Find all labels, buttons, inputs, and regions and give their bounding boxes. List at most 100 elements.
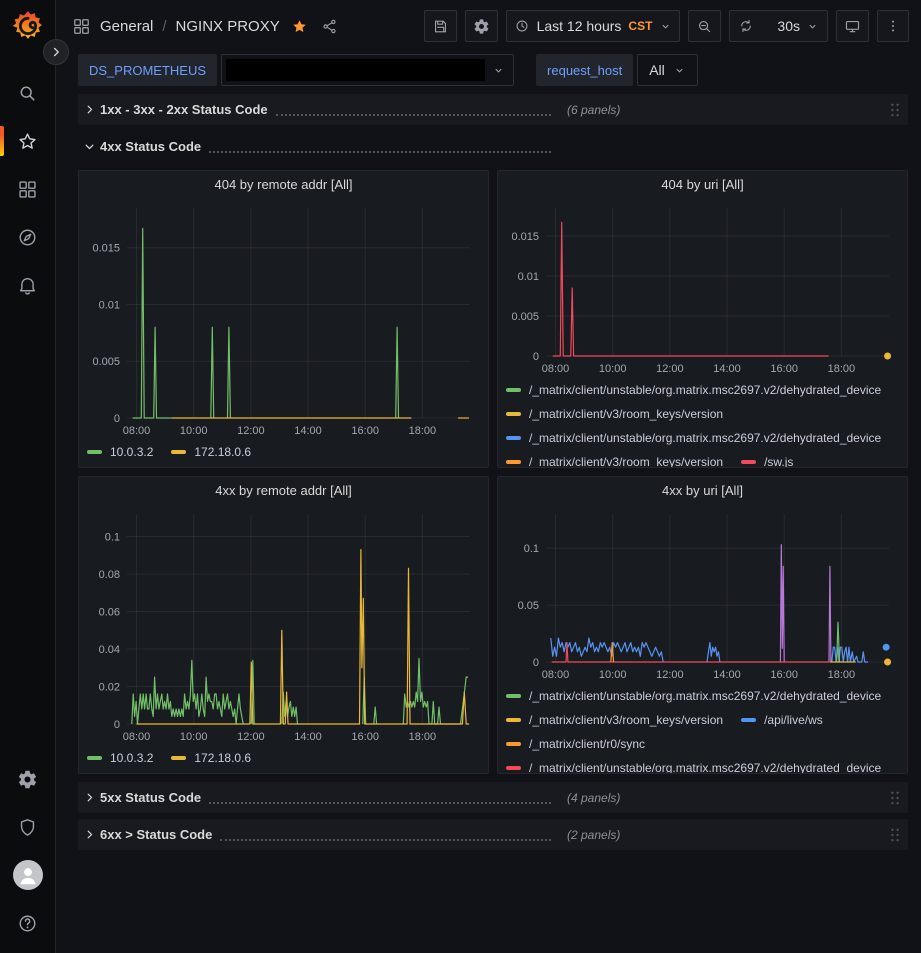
svg-text:0.01: 0.01 — [518, 271, 539, 283]
sidebar-item-configuration[interactable] — [0, 755, 55, 803]
svg-text:12:00: 12:00 — [656, 669, 684, 681]
sidebar-item-alerting[interactable] — [0, 261, 55, 309]
time-range-picker[interactable]: Last 12 hours CST — [506, 10, 681, 42]
sidebar-item-dashboards[interactable] — [0, 165, 55, 213]
panel-legend: /_matrix/client/unstable/org.matrix.msc2… — [498, 684, 907, 773]
dotted-leader — [209, 151, 551, 153]
row-drag-handle[interactable] — [889, 826, 901, 844]
row-drag-handle[interactable] — [889, 789, 901, 807]
svg-text:12:00: 12:00 — [656, 363, 684, 375]
svg-text:0: 0 — [533, 351, 539, 363]
legend-item[interactable]: /_matrix/client/unstable/org.matrix.msc2… — [506, 383, 881, 397]
legend-item[interactable]: /_matrix/client/unstable/org.matrix.msc2… — [506, 761, 881, 773]
panel-4xx-by-uri: 4xx by uri [All] 08:0010:0012:0014:0016:… — [497, 476, 908, 774]
sidebar-expand-button[interactable] — [43, 39, 69, 65]
save-dashboard-button[interactable] — [424, 10, 457, 42]
svg-text:0.01: 0.01 — [99, 299, 120, 311]
row-title: 6xx > Status Code — [100, 827, 212, 842]
row-drag-handle[interactable] — [889, 101, 901, 119]
row-5xx-status-code[interactable]: 5xx Status Code (4 panels) — [78, 782, 908, 813]
help-question-icon — [17, 913, 38, 934]
legend-row: /_matrix/client/unstable/org.matrix.msc2… — [506, 756, 905, 773]
panel-title[interactable]: 404 by uri [All] — [498, 171, 907, 198]
svg-text:16:00: 16:00 — [351, 731, 379, 743]
refresh-interval-picker[interactable]: 30s — [769, 11, 827, 41]
legend-item[interactable]: /_matrix/client/r0/sync — [506, 737, 645, 751]
svg-text:16:00: 16:00 — [351, 425, 379, 437]
variable-value-dropdown[interactable]: All — [637, 54, 698, 86]
dashboard-settings-button[interactable] — [465, 10, 498, 42]
row-4xx-status-code[interactable]: 4xx Status Code — [78, 131, 908, 162]
svg-text:14:00: 14:00 — [713, 669, 741, 681]
row-6xx-status-code[interactable]: 6xx > Status Code (2 panels) — [78, 819, 908, 850]
sidebar-item-search[interactable] — [0, 69, 55, 117]
chevron-right-icon — [83, 828, 96, 841]
chevron-right-icon — [83, 791, 96, 804]
legend-series-marker — [87, 450, 102, 454]
row-1xx-3xx-2xx-status-code[interactable]: 1xx - 3xx - 2xx Status Code (6 panels) — [78, 94, 908, 125]
timeseries-chart[interactable]: 08:0010:0012:0014:0016:0018:0000.020.040… — [87, 504, 480, 746]
svg-text:0.05: 0.05 — [518, 600, 539, 612]
favorite-star-button[interactable] — [289, 16, 310, 37]
refresh-button[interactable] — [730, 11, 762, 41]
legend-series-label: /_matrix/client/v3/room_keys/version — [529, 713, 723, 727]
sidebar-item-explore[interactable] — [0, 213, 55, 261]
sidebar-item-profile[interactable] — [0, 851, 55, 899]
legend-item[interactable]: /_matrix/client/unstable/org.matrix.msc2… — [506, 689, 881, 703]
row-title: 1xx - 3xx - 2xx Status Code — [100, 102, 268, 117]
legend-item[interactable]: 172.18.0.6 — [171, 445, 251, 459]
panel-title[interactable]: 4xx by uri [All] — [498, 477, 907, 504]
search-icon — [17, 83, 38, 104]
sidebar-item-help[interactable] — [0, 899, 55, 947]
dashboard-apps-icon[interactable] — [72, 17, 91, 36]
variable-label[interactable]: DS_PROMETHEUS — [78, 54, 217, 86]
svg-text:10:00: 10:00 — [180, 731, 208, 743]
star-filled-icon — [291, 18, 308, 35]
variable-ds-prometheus: DS_PROMETHEUS — [78, 54, 514, 86]
dashboard-variables-bar: DS_PROMETHEUS request_host All — [56, 52, 921, 88]
timeseries-chart[interactable]: 08:0010:0012:0014:0016:0018:0000.050.1 — [506, 504, 899, 684]
legend-item[interactable]: /api/live/ws — [741, 713, 823, 727]
svg-text:08:00: 08:00 — [542, 363, 570, 375]
variable-label[interactable]: request_host — [536, 54, 633, 86]
sidebar-bottom-icons — [0, 755, 55, 947]
share-dashboard-button[interactable] — [319, 16, 340, 37]
panel-title[interactable]: 4xx by remote addr [All] — [79, 477, 488, 504]
sidebar-item-starred[interactable] — [0, 117, 55, 165]
variable-value-dropdown[interactable] — [221, 54, 514, 86]
legend-item[interactable]: /_matrix/client/unstable/org.matrix.msc2… — [506, 431, 881, 445]
grafana-logo[interactable] — [11, 9, 45, 43]
refresh-picker-group: 30s — [729, 10, 828, 42]
zoom-out-time-button[interactable] — [688, 10, 721, 42]
legend-item[interactable]: /_matrix/client/v3/room_keys/version — [506, 713, 723, 727]
clock-icon — [514, 18, 530, 34]
legend-series-label: 172.18.0.6 — [194, 751, 251, 765]
svg-text:0.1: 0.1 — [105, 532, 120, 544]
svg-text:16:00: 16:00 — [770, 363, 798, 375]
legend-item[interactable]: 10.0.3.2 — [87, 445, 153, 459]
legend-series-marker — [506, 766, 521, 770]
legend-item[interactable]: 172.18.0.6 — [171, 751, 251, 765]
svg-text:08:00: 08:00 — [123, 731, 151, 743]
breadcrumb-folder[interactable]: General — [100, 18, 153, 35]
row-title: 4xx Status Code — [100, 139, 201, 154]
legend-item[interactable]: /_matrix/client/v3/room_keys/version — [506, 407, 723, 421]
compass-explore-icon — [17, 227, 38, 248]
legend-item[interactable]: /sw.js — [741, 455, 793, 467]
legend-row: /_matrix/client/v3/room_keys/version/api… — [506, 708, 905, 732]
dashboard-canvas: 1xx - 3xx - 2xx Status Code (6 panels) 4… — [56, 88, 921, 953]
more-menu-button[interactable] — [877, 10, 909, 42]
breadcrumb-dashboard-title[interactable]: NGINX PROXY — [176, 18, 280, 35]
breadcrumb: General / NGINX PROXY — [100, 18, 280, 35]
timeseries-chart[interactable]: 08:0010:0012:0014:0016:0018:0000.0050.01… — [506, 198, 899, 378]
kiosk-tv-button[interactable] — [836, 10, 869, 42]
sidebar-item-server-admin[interactable] — [0, 803, 55, 851]
timeseries-chart[interactable]: 08:0010:0012:0014:0016:0018:0000.0050.01… — [87, 198, 480, 440]
panel-title[interactable]: 404 by remote addr [All] — [79, 171, 488, 198]
svg-text:10:00: 10:00 — [599, 669, 627, 681]
svg-text:0: 0 — [114, 719, 120, 731]
monitor-tv-icon — [844, 18, 861, 35]
legend-item[interactable]: /_matrix/client/v3/room_keys/version — [506, 455, 723, 467]
legend-item[interactable]: 10.0.3.2 — [87, 751, 153, 765]
variable-value: All — [649, 62, 665, 78]
